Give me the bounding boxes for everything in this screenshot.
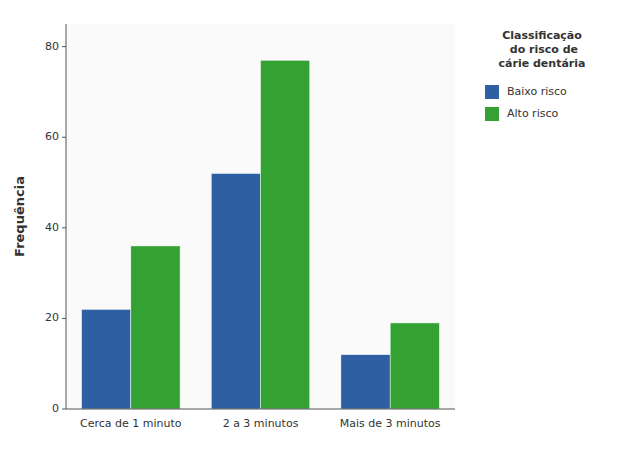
legend: Classificação do risco decárie dentária B… (485, 29, 585, 121)
legend-title-line: do risco de (506, 43, 578, 56)
x-axis-line (66, 409, 455, 410)
plot-area (66, 24, 455, 409)
y-tick (62, 227, 66, 228)
bar (131, 246, 180, 409)
chart-container: 0 20 40 60 80 Cerca de 1 minuto 2 a 3 minutos M… (0, 0, 625, 453)
bar (211, 173, 260, 409)
bar (341, 355, 390, 409)
y-tick-label: 60 (45, 130, 59, 143)
legend-title-line: Classificação (502, 29, 582, 42)
legend-swatch (485, 107, 499, 121)
y-tick-label: 40 (45, 221, 59, 234)
y-tick (62, 46, 66, 47)
x-tick-label: Cerca de 1 minuto (80, 417, 182, 430)
y-tick (62, 409, 66, 410)
y-tick (62, 137, 66, 138)
x-tick-label: Mais de 3 minutos (340, 417, 441, 430)
y-tick-label: 80 (45, 40, 59, 53)
bar (390, 323, 439, 409)
y-tick-label: 0 (52, 402, 59, 415)
legend-title: Classificação do risco decárie dentária (499, 29, 586, 70)
bar (261, 60, 310, 409)
y-axis-label: Frequência (12, 176, 27, 257)
x-tick-label: 2 a 3 minutos (223, 417, 299, 430)
legend-swatch (485, 85, 499, 99)
bar (82, 309, 131, 409)
legend-label: Alto risco (507, 107, 558, 120)
bars (82, 60, 440, 409)
y-tick (62, 318, 66, 319)
y-axis-line (66, 24, 67, 409)
chart: 0 20 40 60 80 Cerca de 1 minuto 2 a 3 minutos M… (0, 0, 625, 453)
legend-label: Baixo risco (507, 85, 567, 98)
legend-title-line: cárie dentária (499, 57, 586, 70)
y-tick-label: 20 (45, 311, 59, 324)
